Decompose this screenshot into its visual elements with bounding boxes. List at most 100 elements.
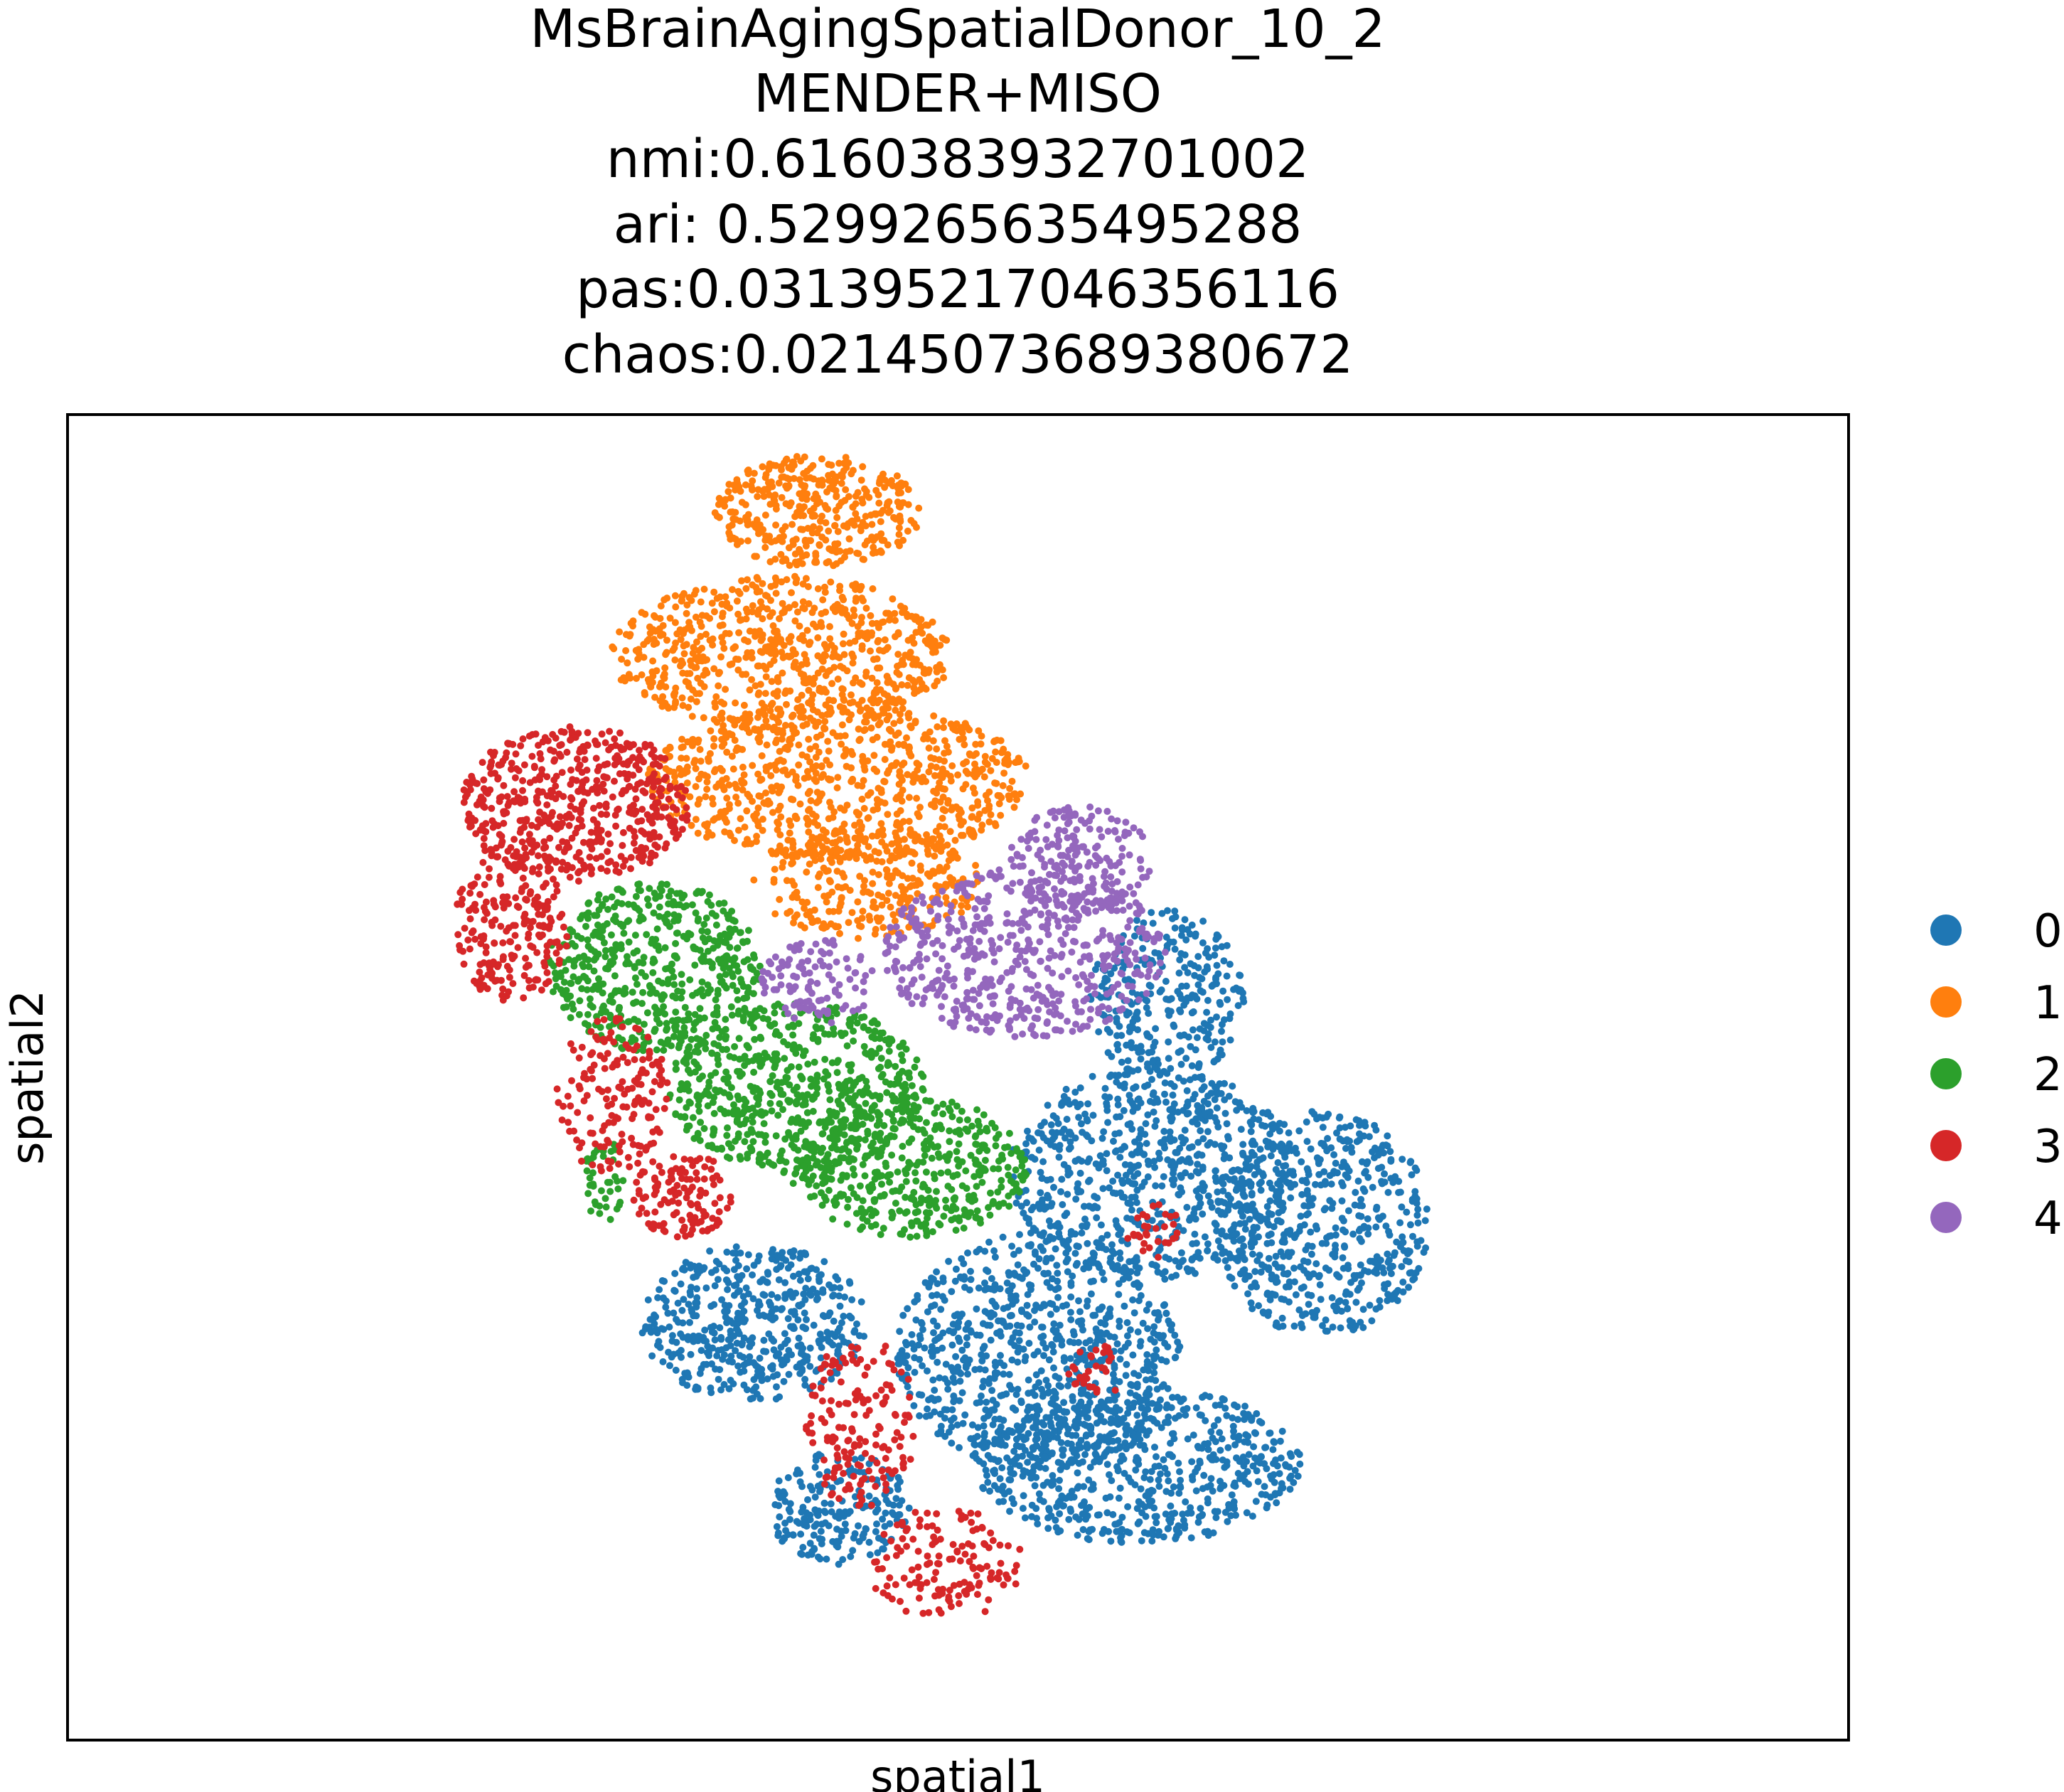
point-6830 xyxy=(1101,1084,1109,1092)
point-8196 xyxy=(1150,1323,1158,1330)
point-8390 xyxy=(780,1377,788,1385)
point-6149 xyxy=(1223,972,1231,980)
point-1073 xyxy=(931,682,939,690)
point-7328 xyxy=(1283,1227,1291,1235)
point-9200 xyxy=(984,1478,992,1486)
point-8916 xyxy=(1207,1428,1215,1436)
point-8797 xyxy=(1055,1485,1063,1493)
point-7222 xyxy=(1317,1296,1325,1303)
point-6704 xyxy=(1128,1125,1136,1133)
point-1038 xyxy=(769,700,776,707)
point-7023 xyxy=(1277,1218,1285,1226)
point-1235 xyxy=(840,752,847,760)
point-8046 xyxy=(1012,1296,1020,1304)
point-9345 xyxy=(993,1436,1000,1444)
point-9506 xyxy=(820,1499,828,1507)
point-375 xyxy=(735,483,743,491)
point-868 xyxy=(892,633,899,641)
point-8987 xyxy=(1250,1443,1258,1451)
point-7451 xyxy=(1356,1202,1364,1210)
point-8505 xyxy=(838,1319,845,1327)
point-9559 xyxy=(816,1555,824,1563)
point-7727 xyxy=(950,1398,958,1406)
point-6557 xyxy=(1116,1082,1124,1089)
point-8638 xyxy=(713,1352,721,1360)
point-338 xyxy=(785,483,793,491)
point-933 xyxy=(717,698,725,706)
point-7983 xyxy=(1047,1311,1054,1318)
point-900 xyxy=(719,621,727,629)
point-873 xyxy=(940,674,948,681)
point-9367 xyxy=(1153,1453,1160,1461)
point-7132 xyxy=(1250,1224,1258,1231)
point-6747 xyxy=(1274,1180,1281,1188)
point-8543 xyxy=(712,1365,719,1373)
point-6892 xyxy=(1231,1231,1239,1239)
point-1055 xyxy=(718,709,726,717)
point-6241 xyxy=(1143,1030,1151,1038)
point-8078 xyxy=(1070,1331,1078,1339)
point-8073 xyxy=(1052,1286,1059,1294)
point-369 xyxy=(873,533,881,540)
point-6145 xyxy=(1191,992,1199,1000)
point-6743 xyxy=(1121,1071,1129,1079)
point-241 xyxy=(728,521,736,529)
point-7372 xyxy=(1248,1229,1256,1237)
point-337 xyxy=(803,474,811,482)
point-9299 xyxy=(1052,1394,1059,1402)
point-6385 xyxy=(1035,1146,1043,1154)
point-7747 xyxy=(967,1267,974,1275)
point-946 xyxy=(669,646,677,654)
point-327 xyxy=(771,537,779,545)
point-8612 xyxy=(746,1353,754,1360)
point-6462 xyxy=(1132,1083,1140,1091)
point-8261 xyxy=(956,1338,963,1345)
point-803 xyxy=(697,598,705,606)
point-8722 xyxy=(714,1276,722,1284)
point-8685 xyxy=(743,1359,750,1367)
point-9599 xyxy=(771,1501,779,1508)
point-8165 xyxy=(1076,1355,1084,1363)
point-6646 xyxy=(1081,1110,1089,1118)
point-9478 xyxy=(804,1496,811,1503)
point-8230 xyxy=(1084,1414,1092,1422)
point-959 xyxy=(805,699,813,707)
point-9240 xyxy=(1189,1431,1197,1439)
point-6679 xyxy=(1061,1212,1069,1220)
point-7308 xyxy=(1342,1145,1349,1152)
point-9038 xyxy=(1136,1436,1144,1444)
point-6850 xyxy=(1261,1122,1269,1130)
point-8604 xyxy=(779,1254,786,1262)
point-9441 xyxy=(894,1486,902,1493)
point-7491 xyxy=(1326,1172,1334,1180)
point-9298 xyxy=(1086,1463,1094,1471)
scatter-points xyxy=(454,453,1431,1617)
point-995 xyxy=(913,656,920,663)
point-7043 xyxy=(1399,1279,1407,1286)
point-7985 xyxy=(919,1326,926,1333)
point-7494 xyxy=(1321,1180,1329,1188)
point-6812 xyxy=(1175,1108,1182,1116)
point-278 xyxy=(818,477,826,485)
point-7758 xyxy=(1076,1308,1084,1316)
point-6605 xyxy=(1136,1141,1144,1149)
point-1299 xyxy=(775,718,783,726)
point-197 xyxy=(833,513,841,521)
point-971 xyxy=(916,686,924,693)
point-828 xyxy=(770,656,778,664)
point-6170 xyxy=(1219,987,1227,995)
point-9460 xyxy=(866,1551,874,1559)
point-6456 xyxy=(1185,1144,1193,1152)
point-6984 xyxy=(1406,1221,1414,1229)
point-6022 xyxy=(1171,907,1179,915)
point-7542 xyxy=(1100,1276,1108,1284)
point-368 xyxy=(738,498,746,506)
point-8009 xyxy=(1040,1269,1048,1277)
point-6690 xyxy=(1155,1155,1163,1163)
point-6668 xyxy=(1067,1230,1075,1238)
point-6421 xyxy=(1196,1254,1204,1262)
point-7465 xyxy=(1371,1259,1379,1266)
point-7881 xyxy=(1017,1399,1025,1407)
point-7772 xyxy=(1042,1237,1050,1245)
point-6543 xyxy=(1255,1233,1262,1241)
